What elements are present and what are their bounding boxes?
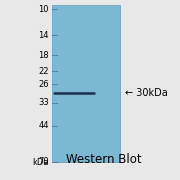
Text: 33: 33 [38,98,49,107]
Text: 70: 70 [38,158,49,166]
Text: ← 30kDa: ← 30kDa [125,88,168,98]
Text: 14: 14 [39,31,49,40]
Text: 26: 26 [38,80,49,89]
Text: Western Blot: Western Blot [66,153,142,166]
Text: 10: 10 [39,4,49,14]
Text: 18: 18 [38,51,49,60]
Text: 44: 44 [39,121,49,130]
Text: 22: 22 [39,67,49,76]
Text: kDa: kDa [33,158,49,167]
Bar [52,5,120,162]
